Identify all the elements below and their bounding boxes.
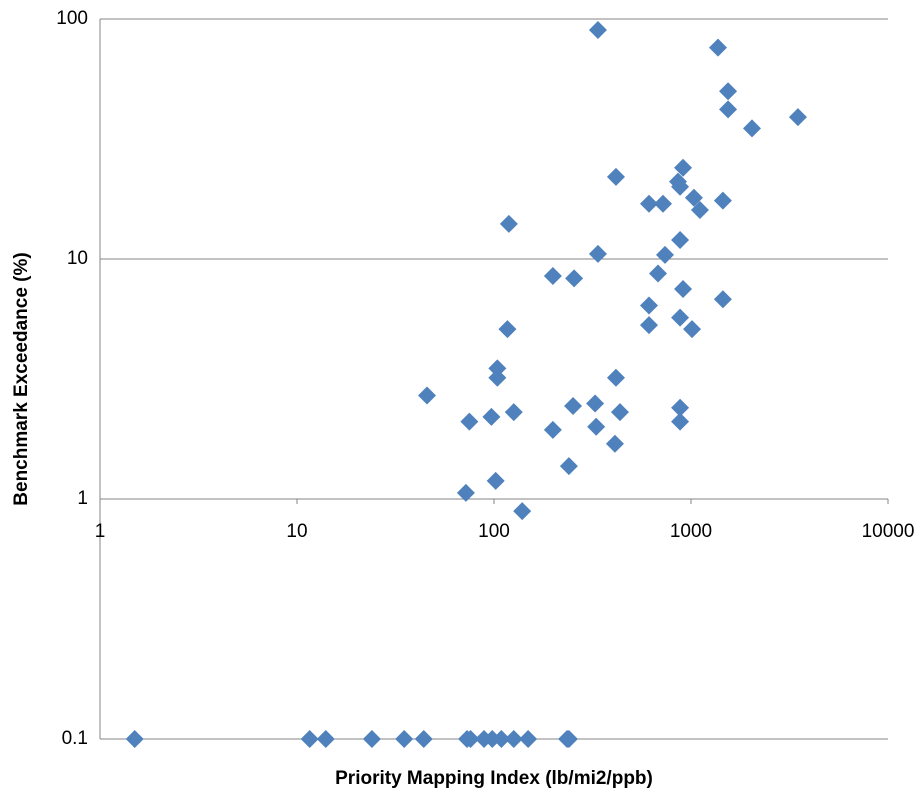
point xyxy=(654,194,673,213)
point xyxy=(316,730,335,748)
point xyxy=(671,412,690,431)
x-tick-label: 1000 xyxy=(670,521,712,542)
point xyxy=(671,308,690,327)
point xyxy=(742,119,761,138)
y-tick-label: 1 xyxy=(77,488,88,509)
y-tick-label: 10 xyxy=(67,248,88,269)
point xyxy=(788,108,807,127)
point xyxy=(504,730,523,748)
point xyxy=(605,434,624,453)
point xyxy=(588,20,607,39)
point xyxy=(488,359,507,378)
x-axis-title: Priority Mapping Index (lb/mi2/ppb) xyxy=(335,768,653,789)
point xyxy=(606,167,625,186)
point xyxy=(588,244,607,263)
x-tick-label: 10000 xyxy=(862,521,915,542)
point xyxy=(587,417,606,436)
point xyxy=(513,502,532,521)
x-tick-label: 1 xyxy=(95,521,106,542)
point xyxy=(395,730,414,748)
point xyxy=(606,368,625,387)
y-tick-label: 0.1 xyxy=(62,728,88,749)
point xyxy=(461,730,480,748)
point xyxy=(674,158,693,177)
point xyxy=(586,394,605,413)
point xyxy=(674,279,693,298)
x-tick-label: 100 xyxy=(478,521,510,542)
point xyxy=(649,264,668,283)
point xyxy=(125,730,144,748)
point xyxy=(559,730,578,748)
point xyxy=(656,245,675,264)
point xyxy=(719,100,738,119)
point xyxy=(565,269,584,288)
point xyxy=(543,420,562,439)
point xyxy=(414,730,433,748)
point xyxy=(708,38,727,57)
point xyxy=(492,730,511,748)
point xyxy=(684,188,703,207)
point xyxy=(639,296,658,315)
point xyxy=(690,201,709,220)
y-tick-label: 100 xyxy=(56,8,88,29)
point xyxy=(639,194,658,213)
point xyxy=(499,214,518,233)
point xyxy=(671,177,690,196)
point xyxy=(483,730,502,748)
point xyxy=(559,457,578,476)
point xyxy=(519,730,538,748)
point xyxy=(543,266,562,285)
point xyxy=(456,483,475,502)
point xyxy=(418,386,437,405)
point xyxy=(683,320,702,339)
point xyxy=(498,320,517,339)
point xyxy=(671,230,690,249)
point xyxy=(300,730,319,748)
point xyxy=(488,368,507,387)
point xyxy=(486,471,505,490)
point xyxy=(719,82,738,101)
point xyxy=(564,397,583,416)
point xyxy=(713,191,732,210)
point xyxy=(713,290,732,309)
point xyxy=(504,403,523,422)
x-tick-label: 10 xyxy=(286,521,307,542)
point xyxy=(460,412,479,431)
point xyxy=(671,398,690,417)
y-axis-title: Benchmark Exceedance (%) xyxy=(11,252,32,505)
point xyxy=(482,407,501,426)
point xyxy=(639,316,658,335)
point xyxy=(362,730,381,748)
point xyxy=(610,403,629,422)
